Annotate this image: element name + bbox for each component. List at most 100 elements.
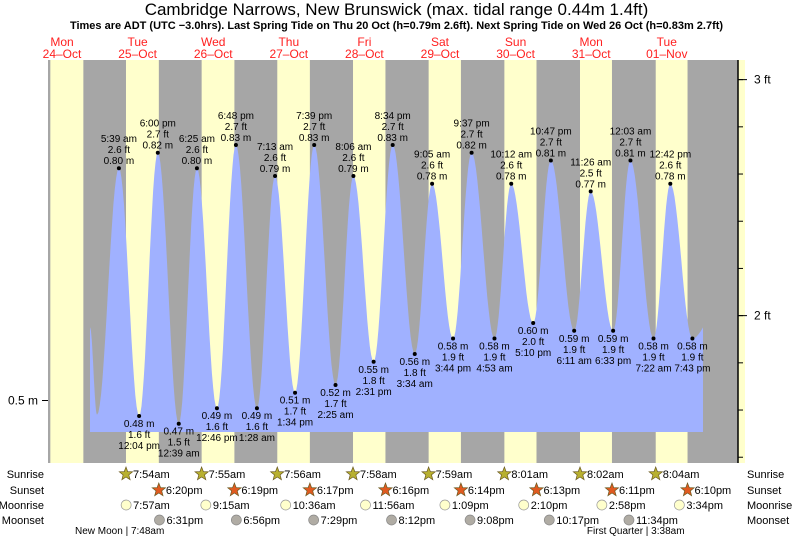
- low-tide-time: 6:33 pm: [595, 356, 631, 367]
- high-tide-time: 6:48 pm: [218, 111, 254, 122]
- low-tide-meters: 0.48 m: [124, 419, 155, 430]
- low-tide-point: [492, 336, 497, 341]
- moonset-row-label: Moonset: [2, 515, 44, 527]
- high-tide-feet: 2.6 ft: [108, 145, 130, 156]
- low-tide-time: 12:46 pm: [196, 433, 238, 444]
- high-tide-point: [233, 142, 238, 147]
- tide-area: [90, 145, 703, 432]
- low-tide-meters: 0.47 m: [163, 427, 194, 438]
- low-tide-meters: 0.58 m: [638, 342, 669, 353]
- low-tide-point: [333, 383, 338, 388]
- moonset-icon: [386, 514, 397, 526]
- high-tide-time: 9:37 pm: [454, 119, 490, 130]
- right-axis-label: 3 ft: [754, 73, 771, 87]
- moonrise-icon: [360, 499, 371, 511]
- low-tide-feet: 1.9 ft: [563, 345, 585, 356]
- low-tide-point: [176, 421, 181, 426]
- high-tide-meters: 0.81 m: [615, 148, 646, 159]
- date-label: 26–Oct: [194, 47, 233, 61]
- moonrise-time: 2:10pm: [531, 500, 568, 512]
- low-tide-feet: 1.5 ft: [168, 438, 190, 449]
- sunset-time: 6:16pm: [392, 485, 429, 497]
- high-tide-meters: 0.81 m: [536, 148, 567, 159]
- chart-title: Cambridge Narrows, New Brunswick (max. t…: [144, 0, 649, 19]
- day-of-week-label: Mon: [50, 35, 73, 49]
- high-tide-point: [548, 158, 553, 163]
- moonrise-row-label-right: Moonrise: [747, 500, 792, 512]
- right-axis-label: 2 ft: [754, 309, 771, 323]
- date-label: 27–Oct: [269, 47, 308, 61]
- moonset-time: 9:08pm: [477, 515, 514, 527]
- high-tide-meters: 0.79 m: [338, 164, 369, 175]
- sunset-icon: [302, 482, 318, 497]
- low-tide-meters: 0.58 m: [479, 342, 510, 353]
- high-tide-point: [588, 189, 593, 194]
- low-tide-point: [451, 336, 456, 341]
- low-tide-feet: 1.7 ft: [324, 399, 346, 410]
- moonrise-icon: [596, 499, 608, 511]
- sunrise-time: 7:55am: [209, 469, 246, 481]
- low-tide-meters: 0.59 m: [559, 334, 590, 345]
- high-tide-time: 11:26 am: [570, 157, 611, 168]
- moonrise-time: 10:36am: [293, 500, 336, 512]
- low-tide-feet: 1.9 ft: [602, 345, 624, 356]
- sunrise-icon: [421, 466, 437, 481]
- high-tide-time: 7:39 pm: [296, 111, 332, 122]
- low-tide-point: [137, 413, 142, 418]
- sunset-icon: [453, 482, 469, 497]
- high-tide-point: [469, 150, 474, 155]
- high-tide-meters: 0.77 m: [575, 179, 606, 190]
- moonrise-icon: [280, 499, 292, 511]
- moonset-time: 11:34pm: [636, 515, 678, 527]
- high-tide-time: 7:13 am: [257, 142, 293, 153]
- low-tide-time: 4:53 am: [476, 364, 512, 375]
- moonrise-icon: [518, 499, 530, 511]
- high-tide-point: [509, 181, 514, 186]
- moonset-icon: [154, 514, 165, 526]
- low-tide-time: 2:31 pm: [356, 387, 392, 398]
- daylight-band-edge: [738, 60, 745, 463]
- high-tide-meters: 0.82 m: [143, 141, 174, 152]
- low-tide-time: 12:04 pm: [118, 441, 160, 452]
- moonset-time: 6:56pm: [243, 515, 280, 527]
- low-tide-time: 5:10 pm: [515, 348, 551, 359]
- high-tide-point: [351, 173, 356, 178]
- moon-phase-label: First Quarter | 3:38am: [587, 526, 685, 537]
- sunrise-icon: [648, 466, 664, 481]
- low-tide-time: 6:11 am: [556, 356, 591, 367]
- high-tide-meters: 0.78 m: [417, 172, 448, 183]
- high-tide-feet: 2.5 ft: [580, 168, 602, 179]
- moonrise-icon: [439, 499, 451, 511]
- sunset-icon: [604, 482, 620, 497]
- moonset-time: 6:31pm: [166, 515, 203, 527]
- sunrise-row-label: Sunrise: [7, 469, 44, 481]
- moonrise-icon: [673, 499, 685, 511]
- high-tide-feet: 2.6 ft: [342, 153, 364, 164]
- low-tide-meters: 0.60 m: [518, 326, 549, 337]
- high-tide-time: 6:25 am: [179, 134, 215, 145]
- high-tide-feet: 2.6 ft: [500, 161, 522, 172]
- sunset-time: 6:17pm: [317, 485, 354, 497]
- sunrise-time: 8:01am: [511, 469, 548, 481]
- moonrise-time: 7:57am: [133, 500, 170, 512]
- date-label: 30–Oct: [496, 47, 535, 61]
- high-tide-feet: 2.7 ft: [382, 122, 404, 133]
- low-tide-time: 2:25 am: [317, 410, 353, 421]
- high-tide-time: 8:06 am: [335, 142, 371, 153]
- day-of-week-label: Thu: [278, 35, 299, 49]
- low-tide-feet: 1.6 ft: [206, 422, 228, 433]
- date-label: 28–Oct: [345, 47, 384, 61]
- high-tide-meters: 0.83 m: [299, 133, 330, 144]
- sunset-time: 6:13pm: [543, 485, 580, 497]
- low-tide-point: [531, 321, 536, 326]
- low-tide-point: [611, 328, 616, 333]
- low-tide-meters: 0.49 m: [202, 411, 233, 422]
- high-tide-feet: 2.6 ft: [421, 161, 443, 172]
- sunset-time: 6:11pm: [619, 485, 655, 497]
- moonset-time: 7:29pm: [321, 515, 358, 527]
- low-tide-feet: 1.8 ft: [363, 376, 385, 387]
- day-of-week-label: Tue: [657, 35, 678, 49]
- day-of-week-label: Sun: [505, 35, 526, 49]
- low-tide-time: 12:39 am: [158, 449, 200, 460]
- low-tide-time: 7:43 pm: [674, 364, 710, 375]
